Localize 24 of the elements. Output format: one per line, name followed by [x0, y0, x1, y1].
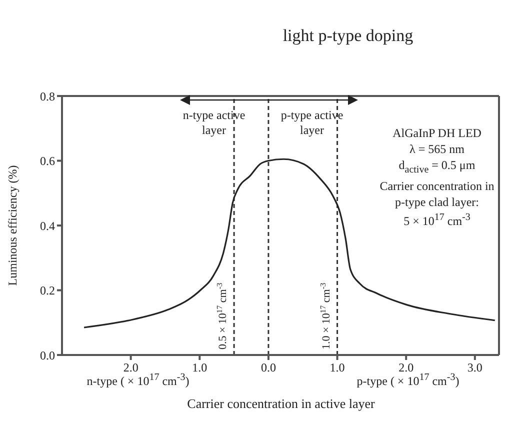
x-tick-label: 2.0	[398, 360, 414, 375]
x-tick-label: 3.0	[467, 360, 482, 375]
annotation: p-type active layer	[280, 108, 344, 137]
x-tick-label: 0.0	[260, 360, 276, 375]
x-axis-title: Carrier concentration in active layer	[187, 396, 375, 411]
x-tick-label: 1.0	[330, 360, 345, 375]
annotation: λ = 565 nm	[410, 142, 464, 156]
y-tick-label: 0.6	[40, 154, 55, 168]
y-tick-label: 0.2	[40, 284, 55, 298]
annotation: AlGaInP DH LED	[392, 126, 482, 140]
text: n-type ( × 10$^{17}$ cm$^{-3}$)	[86, 372, 190, 388]
y-tick-label: 0.0	[40, 348, 55, 362]
annotation: 5 × 10$^{17}$ cm$^{-3}$	[404, 212, 470, 228]
line-series	[83, 158, 496, 328]
chart-title: light p-type doping	[282, 26, 414, 45]
y-tick-label: 0.8	[40, 89, 55, 104]
annotation: d$_{active}$ = 0.5 μm	[398, 158, 476, 176]
x-tick-label: 1.0	[192, 360, 208, 375]
annotation: Carrier concentration in p-type clad layer:	[380, 179, 494, 210]
text: p-type ( × 10$^{17}$ cm$^{-3}$)	[356, 372, 460, 388]
x-tick-label: 2.0	[123, 360, 138, 375]
y-tick-label: 0.4	[40, 218, 55, 233]
annotation: n-type active layer	[182, 108, 246, 137]
y-axis-title: Luminous efficiency (%)	[5, 165, 20, 286]
